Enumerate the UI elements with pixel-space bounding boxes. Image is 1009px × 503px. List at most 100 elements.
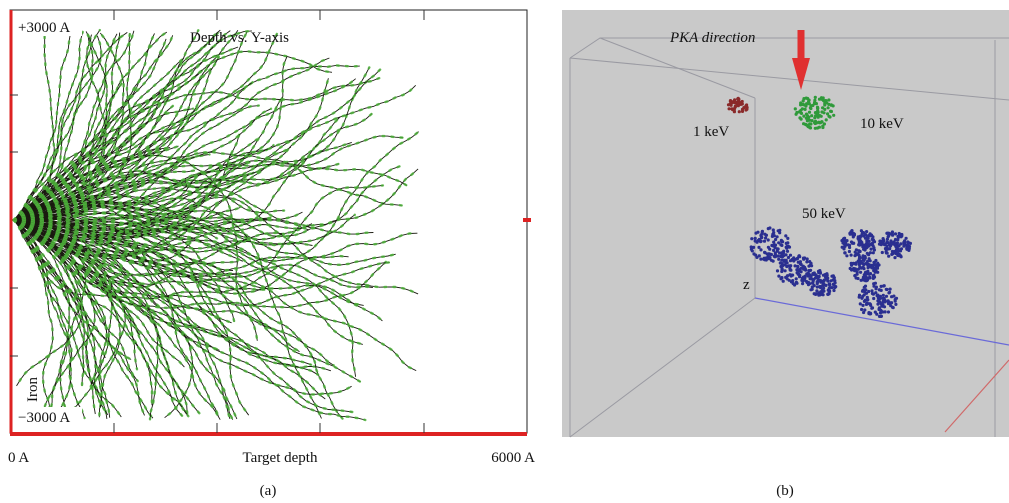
defect — [870, 306, 874, 310]
defect — [872, 275, 877, 279]
defect — [821, 125, 825, 130]
defect — [813, 126, 817, 130]
defect — [872, 282, 876, 286]
defect — [778, 261, 782, 265]
defect — [827, 98, 831, 102]
defect — [745, 103, 749, 107]
cascade — [12, 215, 350, 295]
defect — [887, 254, 891, 258]
defect — [867, 239, 871, 243]
defect — [908, 241, 913, 245]
defect — [846, 243, 850, 247]
cascade — [12, 218, 194, 419]
defect — [802, 114, 806, 118]
defect — [777, 241, 781, 245]
defect — [817, 97, 822, 101]
defect — [811, 103, 815, 108]
defect — [885, 244, 889, 248]
cascade — [12, 209, 219, 240]
defect — [807, 98, 811, 102]
defect — [771, 259, 775, 263]
defect — [785, 264, 789, 269]
defect — [870, 241, 875, 245]
defect — [871, 235, 875, 239]
defect — [806, 114, 810, 118]
defect — [777, 257, 781, 261]
cascade — [12, 162, 341, 222]
defect — [870, 266, 874, 270]
defect — [890, 295, 894, 299]
defect — [816, 113, 820, 117]
energy-label: 1 keV — [693, 124, 729, 140]
defect — [903, 239, 907, 243]
defect — [881, 296, 885, 300]
pka-arrow-head — [792, 58, 810, 90]
defect — [905, 246, 909, 250]
energy-label: 10 keV — [860, 116, 904, 132]
cascade — [12, 218, 55, 418]
defect — [829, 103, 833, 107]
cascade — [12, 30, 249, 222]
defect — [816, 106, 820, 110]
defect — [815, 289, 819, 293]
cascade — [12, 218, 335, 367]
defect — [809, 268, 813, 272]
defect — [805, 257, 809, 261]
defect — [862, 310, 866, 315]
defect — [896, 249, 900, 253]
defect — [768, 247, 772, 251]
axis-line — [944, 359, 1009, 433]
defect — [872, 260, 876, 264]
defect — [826, 292, 830, 296]
cascade — [12, 218, 179, 265]
cascade — [12, 29, 200, 222]
defect — [784, 261, 788, 265]
defect — [783, 269, 787, 273]
defect — [788, 253, 793, 257]
defect — [736, 96, 740, 100]
cascade — [12, 213, 344, 420]
defect — [862, 285, 866, 289]
cascade — [12, 218, 139, 383]
axis-label: z — [743, 277, 750, 293]
defect — [768, 226, 772, 230]
defect — [775, 247, 780, 251]
defect — [808, 126, 813, 130]
defect — [750, 237, 754, 241]
defect — [894, 302, 898, 306]
defect — [860, 278, 865, 282]
defect — [788, 268, 792, 272]
defect — [866, 266, 870, 270]
defect — [884, 251, 889, 255]
defect — [861, 275, 866, 279]
defect — [854, 262, 858, 266]
defect — [872, 248, 877, 252]
defect — [881, 293, 885, 297]
defect — [795, 110, 799, 115]
defect — [857, 293, 862, 297]
defect — [843, 251, 847, 255]
cascade — [12, 30, 109, 222]
cascade — [12, 218, 245, 263]
defect — [866, 269, 870, 273]
defect — [831, 274, 835, 278]
label-bg — [16, 16, 82, 36]
defect — [772, 248, 776, 252]
defect — [828, 283, 832, 287]
defect — [809, 122, 813, 126]
defect — [806, 102, 810, 106]
cascade — [12, 56, 331, 228]
x-right-label: 6000 A — [491, 450, 535, 466]
material-label: Iron — [25, 377, 41, 402]
defect — [789, 264, 793, 268]
defect — [764, 233, 769, 237]
defect — [871, 244, 875, 248]
defect — [760, 236, 764, 240]
defect — [733, 98, 737, 102]
cascade — [12, 177, 188, 230]
defect — [812, 292, 816, 296]
defect — [874, 291, 878, 295]
defect — [782, 258, 787, 262]
defect — [821, 283, 825, 287]
defect — [883, 310, 887, 314]
